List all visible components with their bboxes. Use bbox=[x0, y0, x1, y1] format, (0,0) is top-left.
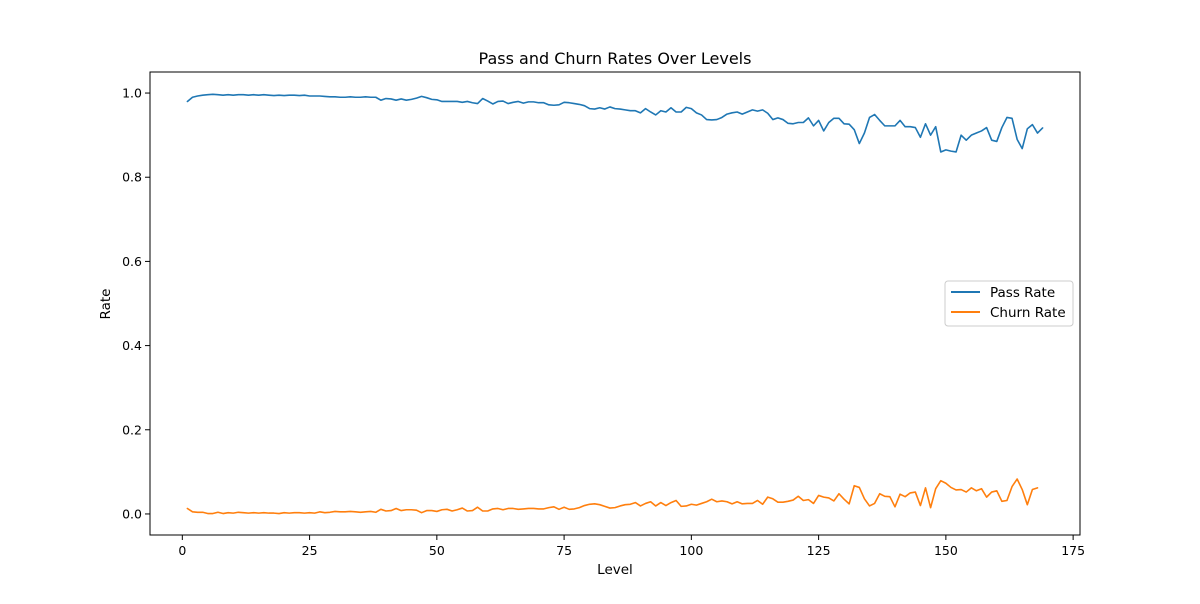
plot-frame bbox=[149, 71, 1081, 536]
x-tick-label: 75 bbox=[556, 543, 572, 558]
x-axis: 0 25 50 75 100 125 150 175 bbox=[178, 535, 1085, 558]
x-tick-label: 100 bbox=[679, 543, 703, 558]
x-tick-label: 175 bbox=[1061, 543, 1085, 558]
y-tick-label: 1.0 bbox=[122, 86, 142, 101]
x-tick-label: 150 bbox=[934, 543, 958, 558]
y-tick-label: 0.8 bbox=[122, 170, 142, 185]
y-tick-label: 0.0 bbox=[122, 506, 142, 521]
legend-label-churn-rate: Churn Rate bbox=[990, 305, 1066, 321]
x-tick-label: 50 bbox=[429, 543, 445, 558]
chart-title: Pass and Churn Rates Over Levels bbox=[479, 49, 752, 68]
series-layer bbox=[186, 93, 1044, 515]
legend: Pass Rate Churn Rate bbox=[944, 280, 1074, 327]
x-tick-label: 125 bbox=[807, 543, 831, 558]
y-tick-label: 0.4 bbox=[122, 338, 142, 353]
y-tick-label: 0.6 bbox=[122, 254, 142, 269]
y-tick-label: 0.2 bbox=[122, 422, 142, 437]
series-line-pass-rate bbox=[186, 93, 1044, 153]
x-tick-label: 25 bbox=[302, 543, 318, 558]
y-axis: 0.0 0.2 0.4 0.6 0.8 1.0 bbox=[122, 86, 150, 521]
y-axis-label: Rate bbox=[98, 289, 114, 320]
series-line-churn-rate bbox=[186, 478, 1039, 515]
x-axis-label: Level bbox=[597, 562, 633, 578]
x-tick-label: 0 bbox=[178, 543, 186, 558]
legend-label-pass-rate: Pass Rate bbox=[990, 285, 1055, 301]
